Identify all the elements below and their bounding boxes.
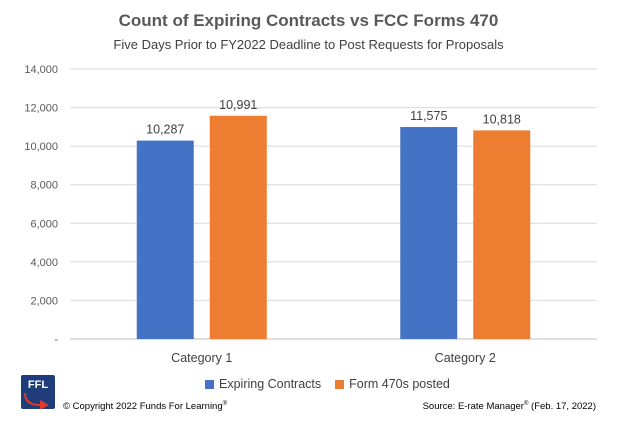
y-tick-label: 6,000 — [30, 218, 58, 230]
y-tick-label: 2,000 — [30, 295, 58, 307]
y-tick-label: - — [54, 334, 58, 346]
data-label: 11,575 — [410, 109, 447, 123]
source-text: Source: E-rate Manager® (Feb. 17, 2022) — [422, 401, 596, 413]
legend-swatch-series-2 — [335, 379, 345, 389]
copyright-text: © Copyright 2022 Funds For Learning® — [63, 401, 228, 413]
logo-text: FFL — [28, 379, 48, 391]
legend-label-series-2: Form 470s posted — [349, 377, 450, 391]
y-tick-label: 14,000 — [24, 64, 58, 76]
legend: Expiring Contracts Form 470s posted — [205, 377, 464, 391]
legend-item-series-1: Expiring Contracts — [205, 377, 321, 391]
data-label: 10,818 — [483, 112, 521, 126]
y-tick-label: 10,000 — [24, 141, 58, 153]
bar — [136, 140, 194, 339]
y-tick-label: 8,000 — [30, 180, 58, 192]
legend-label-series-1: Expiring Contracts — [219, 377, 322, 391]
y-tick-label: 4,000 — [30, 257, 58, 269]
data-label: 10,287 — [146, 123, 184, 137]
ffl-logo: FFL — [21, 375, 55, 409]
x-tick-label: Category 1 — [171, 351, 232, 365]
bar — [473, 130, 531, 339]
chart-title: Count of Expiring Contracts vs FCC Forms… — [118, 11, 499, 30]
bar — [209, 115, 267, 340]
legend-swatch-series-1 — [205, 379, 214, 389]
x-tick-label: Category 2 — [435, 351, 496, 365]
chart-subtitle: Five Days Prior to FY2022 Deadline to Po… — [113, 37, 504, 52]
y-tick-label: 12,000 — [24, 103, 58, 115]
bar — [400, 127, 458, 339]
legend-item-series-2: Form 470s posted — [335, 377, 450, 391]
data-label: 10,991 — [219, 98, 257, 112]
